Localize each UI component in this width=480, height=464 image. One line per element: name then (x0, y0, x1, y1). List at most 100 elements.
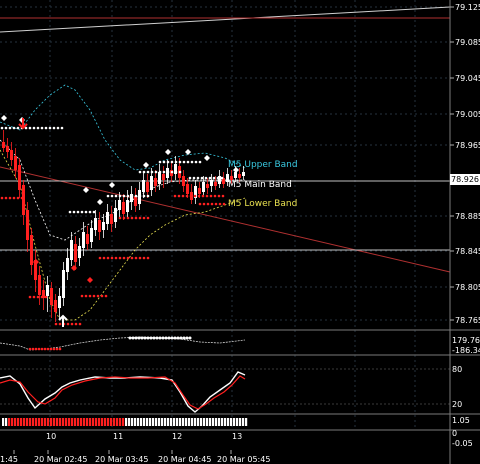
fractal-dot (170, 160, 174, 164)
candle-bull (106, 212, 109, 224)
fractal-dot (20, 196, 24, 200)
lower-band-label: M5 Lower Band (228, 199, 298, 209)
candle-bear (98, 220, 101, 232)
fractal-dot (74, 322, 78, 326)
sell-arrow-icon (18, 118, 28, 130)
fractal-dot (198, 202, 202, 206)
indicator3-block (233, 418, 236, 426)
indicator3-block (50, 418, 53, 426)
indicator3-block (23, 418, 26, 426)
oscillator1-dot (161, 336, 165, 340)
indicator3-block (5, 418, 8, 426)
oscillator1-dot (134, 336, 138, 340)
fractal-dot (182, 160, 186, 164)
fractal-dot (138, 170, 142, 174)
fractal-dot (0, 126, 4, 130)
fractal-dot (202, 202, 206, 206)
indicator3-block (101, 418, 104, 426)
fractal-dot (126, 256, 130, 260)
candle-bear (198, 188, 201, 194)
indicator3-block (197, 418, 200, 426)
fractal-dot (214, 202, 218, 206)
fractal-dot (118, 216, 122, 220)
candle-bear (110, 214, 113, 224)
candle-bull (70, 240, 73, 260)
indicator3-block (188, 418, 191, 426)
price-tick-label: 78.885 (455, 212, 480, 221)
indicator3-block (185, 418, 188, 426)
candle-bull (226, 174, 229, 182)
indicator3-block (44, 418, 47, 426)
fractal-dot (205, 194, 209, 198)
oscillator1-dot (28, 347, 32, 351)
fractal-dot (150, 170, 154, 174)
indicator3-block (134, 418, 137, 426)
fractal-dot (181, 194, 185, 198)
fractal-dot (58, 322, 62, 326)
trendline-descending[interactable] (0, 166, 451, 273)
indicator3-block (113, 418, 116, 426)
candle-bear (22, 185, 25, 215)
fractal-dot (138, 194, 142, 198)
fractal-dot (146, 170, 150, 174)
fractal-dot (166, 160, 170, 164)
time-axis-label: 20 Mar 02:45 (34, 455, 87, 464)
oscillator1-dot (31, 347, 35, 351)
indicator3-block (83, 418, 86, 426)
candle-bull (58, 296, 61, 308)
candle-bull (150, 176, 153, 190)
indicator3-block (8, 418, 11, 426)
fractal-dot (146, 256, 150, 260)
fractal-dot (28, 126, 32, 130)
candle-bear (74, 244, 77, 262)
indicator3-block (212, 418, 215, 426)
indicator3-block (227, 418, 230, 426)
fractal-diamond (33, 259, 39, 265)
indicator3-block (92, 418, 95, 426)
fractal-dot (68, 210, 72, 214)
fractal-dot (174, 160, 178, 164)
indicator3-block (155, 418, 158, 426)
indicator3-block (161, 418, 164, 426)
indicator3-block (47, 418, 50, 426)
fractal-diamond (83, 187, 89, 193)
fractal-dot (197, 194, 201, 198)
fractal-dot (100, 294, 104, 298)
candle-bear (30, 235, 33, 265)
fractal-dot (60, 126, 64, 130)
indicator3-block (41, 418, 44, 426)
fractal-dot (126, 216, 130, 220)
indicator3-block (152, 418, 155, 426)
fractal-dot (96, 294, 100, 298)
fractal-dot (78, 322, 82, 326)
fractal-dot (32, 295, 36, 299)
fractal-dot (110, 194, 114, 198)
fractal-diamond (165, 149, 171, 155)
fractal-dot (178, 160, 182, 164)
indicator3-block (203, 418, 206, 426)
candle-bear (214, 182, 217, 186)
fractal-dot (222, 202, 226, 206)
fractal-dot (92, 294, 96, 298)
indicator3-block (68, 418, 71, 426)
candle-bull (234, 172, 237, 178)
fractal-dot (188, 176, 192, 180)
oscillator1-dot (158, 336, 162, 340)
fractal-dot (44, 126, 48, 130)
indicator3-block (80, 418, 83, 426)
indicator3-block (95, 418, 98, 426)
buy-arrow-icon (58, 314, 68, 327)
indicator3-block (125, 418, 128, 426)
trendline-upper[interactable] (0, 6, 451, 33)
fractal-dot (122, 216, 126, 220)
fractal-dot (173, 194, 177, 198)
current-price-tag: 78.926 (450, 174, 480, 185)
candle-bear (162, 174, 165, 180)
indicator3-block (107, 418, 110, 426)
fractal-dot (54, 322, 58, 326)
indicator3-block (221, 418, 224, 426)
indicator3-block (206, 418, 209, 426)
candle-bull (130, 194, 133, 202)
